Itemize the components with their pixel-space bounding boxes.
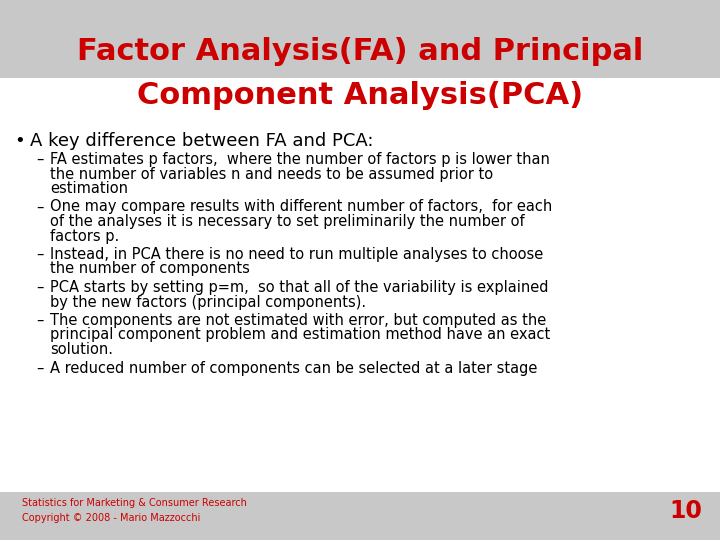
Bar (0, 492, 720, 540)
Text: A reduced number of components can be selected at a later stage: A reduced number of components can be se… (50, 361, 537, 375)
Text: 10: 10 (669, 499, 702, 523)
Text: –: – (36, 313, 43, 328)
Text: Component Analysis(PCA): Component Analysis(PCA) (137, 80, 583, 110)
Bar (0, 78, 720, 492)
Text: solution.: solution. (50, 342, 113, 357)
Text: –: – (36, 199, 43, 214)
Text: the number of components: the number of components (50, 261, 250, 276)
Bar (0, 0, 720, 78)
Text: the number of variables n and needs to be assumed prior to: the number of variables n and needs to b… (50, 166, 493, 181)
Text: •: • (14, 132, 24, 150)
Text: principal component problem and estimation method have an exact: principal component problem and estimati… (50, 327, 550, 342)
Text: Instead, in PCA there is no need to run multiple analyses to choose: Instead, in PCA there is no need to run … (50, 247, 544, 262)
Text: Factor Analysis(FA) and Principal: Factor Analysis(FA) and Principal (77, 37, 643, 66)
Text: Statistics for Marketing & Consumer Research: Statistics for Marketing & Consumer Rese… (22, 498, 247, 508)
Text: The components are not estimated with error, but computed as the: The components are not estimated with er… (50, 313, 546, 328)
Text: by the new factors (principal components).: by the new factors (principal components… (50, 294, 366, 309)
Text: estimation: estimation (50, 181, 128, 196)
Text: –: – (36, 247, 43, 262)
Text: –: – (36, 152, 43, 167)
Text: –: – (36, 361, 43, 375)
Text: A key difference between FA and PCA:: A key difference between FA and PCA: (30, 132, 374, 150)
Text: Copyright © 2008 - Mario Mazzocchi: Copyright © 2008 - Mario Mazzocchi (22, 513, 200, 523)
Text: of the analyses it is necessary to set preliminarily the number of: of the analyses it is necessary to set p… (50, 214, 525, 229)
Text: PCA starts by setting p=m,  so that all of the variability is explained: PCA starts by setting p=m, so that all o… (50, 280, 549, 295)
Text: One may compare results with different number of factors,  for each: One may compare results with different n… (50, 199, 552, 214)
Text: –: – (36, 280, 43, 295)
Text: FA estimates p factors,  where the number of factors p is lower than: FA estimates p factors, where the number… (50, 152, 550, 167)
Text: factors p.: factors p. (50, 228, 120, 244)
